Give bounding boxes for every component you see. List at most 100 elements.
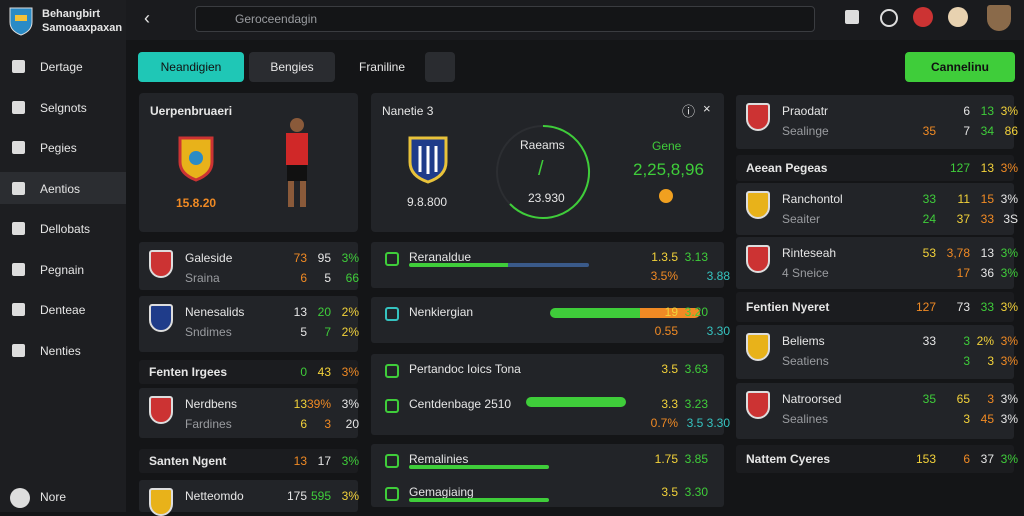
stat: 13: [293, 305, 307, 319]
nav-item[interactable]: Dertage: [40, 60, 83, 74]
save-icon[interactable]: [845, 10, 859, 24]
action-button[interactable]: Cannelinu: [905, 52, 1015, 82]
stat: 2%: [341, 305, 359, 319]
brand: Samoaaxpaxan: [42, 22, 123, 34]
item-name[interactable]: Ranchontol: [782, 192, 843, 206]
stat: 3: [987, 354, 994, 368]
stat: 3.85: [684, 452, 708, 466]
item-name[interactable]: Nenesalids: [185, 305, 245, 319]
row-name[interactable]: Pertandoc Ioics Tona: [409, 362, 521, 376]
nav-item[interactable]: Pegies: [40, 141, 77, 155]
stat: 13: [293, 397, 307, 411]
ring-label: Raeams: [520, 138, 565, 152]
stat: 34: [980, 124, 994, 138]
ring-mark: /: [538, 158, 544, 180]
stat: 37: [956, 212, 970, 226]
nav-item[interactable]: Pegnain: [40, 262, 85, 277]
nav-icon[interactable]: [12, 222, 25, 235]
stat: 6: [300, 417, 307, 431]
stat: 3%: [1000, 104, 1018, 118]
stat: 86: [1004, 124, 1018, 138]
stat: 20: [345, 417, 359, 431]
item-name[interactable]: Natroorsed: [782, 392, 842, 406]
item-name[interactable]: Beliems: [782, 334, 825, 348]
stat: 3,78: [946, 246, 970, 260]
row-name[interactable]: Reranaldue: [409, 250, 472, 264]
progress-bar: [526, 397, 626, 407]
list-row: [736, 95, 1014, 149]
list-row: [736, 183, 1014, 235]
crest: [746, 333, 770, 361]
back-button[interactable]: ‹: [144, 8, 150, 28]
stat-row: [371, 389, 724, 435]
notification-icon[interactable]: [913, 7, 933, 27]
row-icon: [385, 454, 399, 468]
nav-icon[interactable]: [12, 100, 25, 114]
club-badge[interactable]: [987, 5, 1011, 31]
gain-label: Gene: [652, 139, 682, 153]
list-row: [139, 388, 358, 438]
item-name[interactable]: Rinteseah: [782, 246, 837, 260]
tab-icon[interactable]: [425, 52, 455, 82]
nav-icon[interactable]: [12, 60, 25, 73]
row-name[interactable]: Nenkiergian: [409, 305, 474, 319]
list-row: [139, 480, 358, 512]
nav-item[interactable]: Dellobats: [40, 222, 91, 236]
progress-bar: [409, 263, 589, 267]
search-box[interactable]: [195, 6, 815, 32]
info-button[interactable]: ⓘ: [682, 104, 696, 119]
nav-icon[interactable]: [12, 262, 25, 276]
crest: [149, 304, 173, 332]
settings-icon[interactable]: [880, 9, 898, 27]
stat-row: [371, 477, 724, 507]
tab[interactable]: Franiline: [358, 60, 406, 74]
stat: 3.5 3.30: [686, 416, 730, 430]
progress-bar: [409, 498, 549, 502]
item-name[interactable]: Netteomdo: [185, 489, 244, 503]
nav-item[interactable]: Denteae: [40, 303, 86, 317]
stat: 53: [922, 246, 936, 260]
item-name[interactable]: Praodatr: [782, 104, 829, 118]
nav-item[interactable]: Aentios: [40, 181, 81, 196]
nav-icon[interactable]: [12, 343, 25, 357]
crest: [408, 136, 448, 184]
stat: 17: [317, 454, 331, 468]
close-button[interactable]: ×: [703, 101, 711, 116]
avatar[interactable]: [948, 7, 968, 27]
stat: 7: [963, 124, 970, 138]
stat: 3S: [1003, 212, 1018, 226]
stat: 24: [922, 212, 936, 226]
tab[interactable]: Neandigien: [138, 52, 244, 82]
list-row: [139, 242, 358, 290]
footer-link[interactable]: Nore: [40, 490, 67, 504]
tab[interactable]: Bengies: [249, 52, 335, 82]
stat: 20: [317, 305, 331, 319]
row-name[interactable]: Gemagiaing: [409, 485, 474, 499]
nav-icon[interactable]: [12, 303, 25, 316]
nav-icon[interactable]: [12, 181, 25, 195]
section-row: [736, 445, 1014, 473]
stat: 6: [963, 104, 970, 118]
row-name[interactable]: Remalinies: [409, 452, 469, 466]
row-icon: [385, 487, 399, 501]
row-name[interactable]: Centdenbage 2510: [409, 397, 512, 411]
row-icon: [385, 399, 399, 413]
stat: 3%: [1000, 412, 1018, 426]
nav-item[interactable]: Nenties: [40, 343, 81, 358]
stat: 13: [980, 104, 994, 118]
row-icon: [385, 307, 399, 321]
item-sub: Sndimes: [185, 325, 232, 339]
player: [286, 118, 308, 207]
stat: 5: [324, 271, 331, 285]
item-name[interactable]: Nerdbens: [185, 397, 238, 411]
logo: [9, 7, 33, 36]
item-name[interactable]: Galeside: [185, 251, 233, 265]
nav-item[interactable]: Selgnots: [40, 100, 87, 115]
nav-icon[interactable]: [12, 141, 25, 154]
stat: 127: [949, 161, 970, 175]
crest: [746, 191, 770, 219]
stat: 13: [980, 161, 994, 175]
section-row: [736, 292, 1014, 322]
